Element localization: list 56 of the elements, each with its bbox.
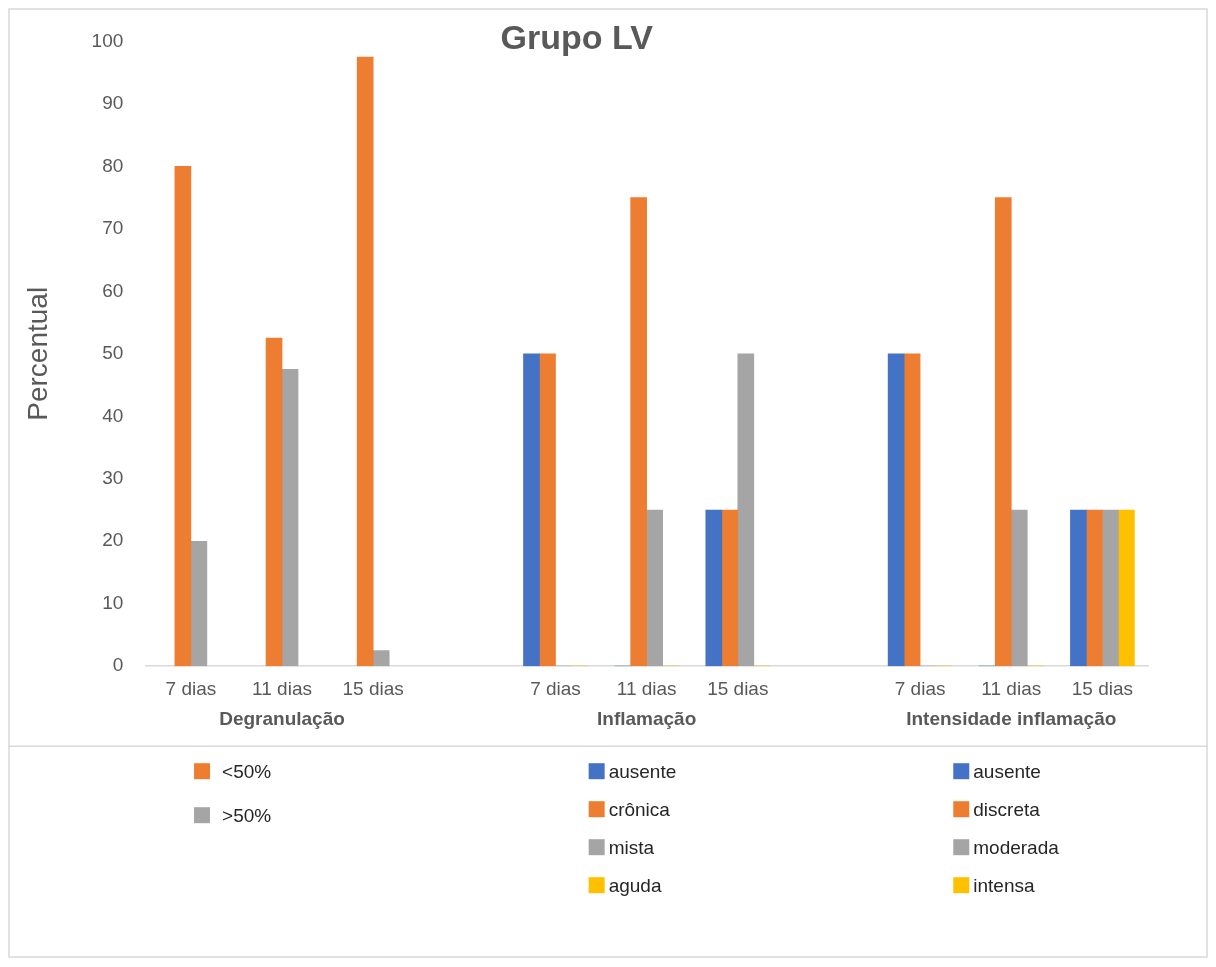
y-tick-label: 40	[102, 404, 124, 426]
x-tick-label: 11 dias	[616, 677, 677, 699]
x-tick-label: 15 dias	[1071, 677, 1134, 699]
bar	[1118, 509, 1135, 667]
bar	[1102, 509, 1119, 667]
y-tick-label: 80	[102, 154, 124, 176]
y-tick-label: 60	[102, 279, 124, 301]
bar	[1086, 509, 1103, 667]
x-tick-label: 7 dias	[894, 677, 946, 699]
bar	[190, 540, 208, 667]
y-axis-title: Percentual	[21, 286, 53, 421]
x-tick-label: 11 dias	[981, 677, 1042, 699]
legend-label: <50%	[222, 761, 272, 783]
legend-label: aguda	[608, 875, 662, 897]
legend-label: ausente	[608, 761, 677, 783]
chart-title: Grupo LV	[500, 18, 654, 57]
x-tick-label: 15 dias	[342, 677, 404, 699]
bar	[994, 197, 1012, 667]
bar	[356, 56, 374, 667]
y-tick-label: 100	[91, 29, 124, 51]
bar	[705, 509, 723, 667]
legend-label: crônica	[608, 799, 671, 821]
x-tick-label: 11 dias	[252, 677, 312, 699]
bar	[372, 650, 390, 667]
bar	[903, 353, 921, 667]
bar	[737, 353, 755, 667]
bar	[523, 353, 540, 667]
bar	[721, 509, 739, 667]
y-tick-label: 0	[112, 654, 124, 676]
x-tick-label: 7 dias	[165, 677, 217, 699]
x-tick-label: 15 dias	[707, 677, 769, 699]
x-tick-label: 7 dias	[530, 677, 581, 699]
bar	[174, 166, 192, 667]
bar	[1070, 509, 1087, 667]
bar	[281, 369, 299, 667]
y-tick-label: 90	[102, 92, 124, 114]
y-tick-label: 50	[102, 342, 124, 364]
text: Intensidade inflamação	[906, 708, 1117, 730]
y-tick-label: 10	[102, 591, 124, 613]
bar	[265, 337, 283, 667]
legend-label: mista	[608, 837, 655, 859]
bar	[630, 197, 647, 667]
bar	[646, 509, 663, 667]
legend-label: discreta	[973, 799, 1041, 821]
legend-label: ausente	[973, 761, 1041, 783]
text: Inflamação	[597, 708, 697, 730]
bar	[1010, 509, 1028, 667]
bar	[887, 353, 905, 667]
y-tick-label: 20	[102, 529, 124, 551]
legend-label: >50%	[222, 805, 272, 827]
legend-label: moderada	[973, 837, 1060, 859]
legend-label: intensa	[973, 875, 1035, 897]
y-tick-label: 30	[102, 466, 124, 488]
text: Degranulação	[219, 708, 345, 730]
bar	[539, 353, 556, 667]
y-tick-label: 70	[102, 217, 124, 239]
